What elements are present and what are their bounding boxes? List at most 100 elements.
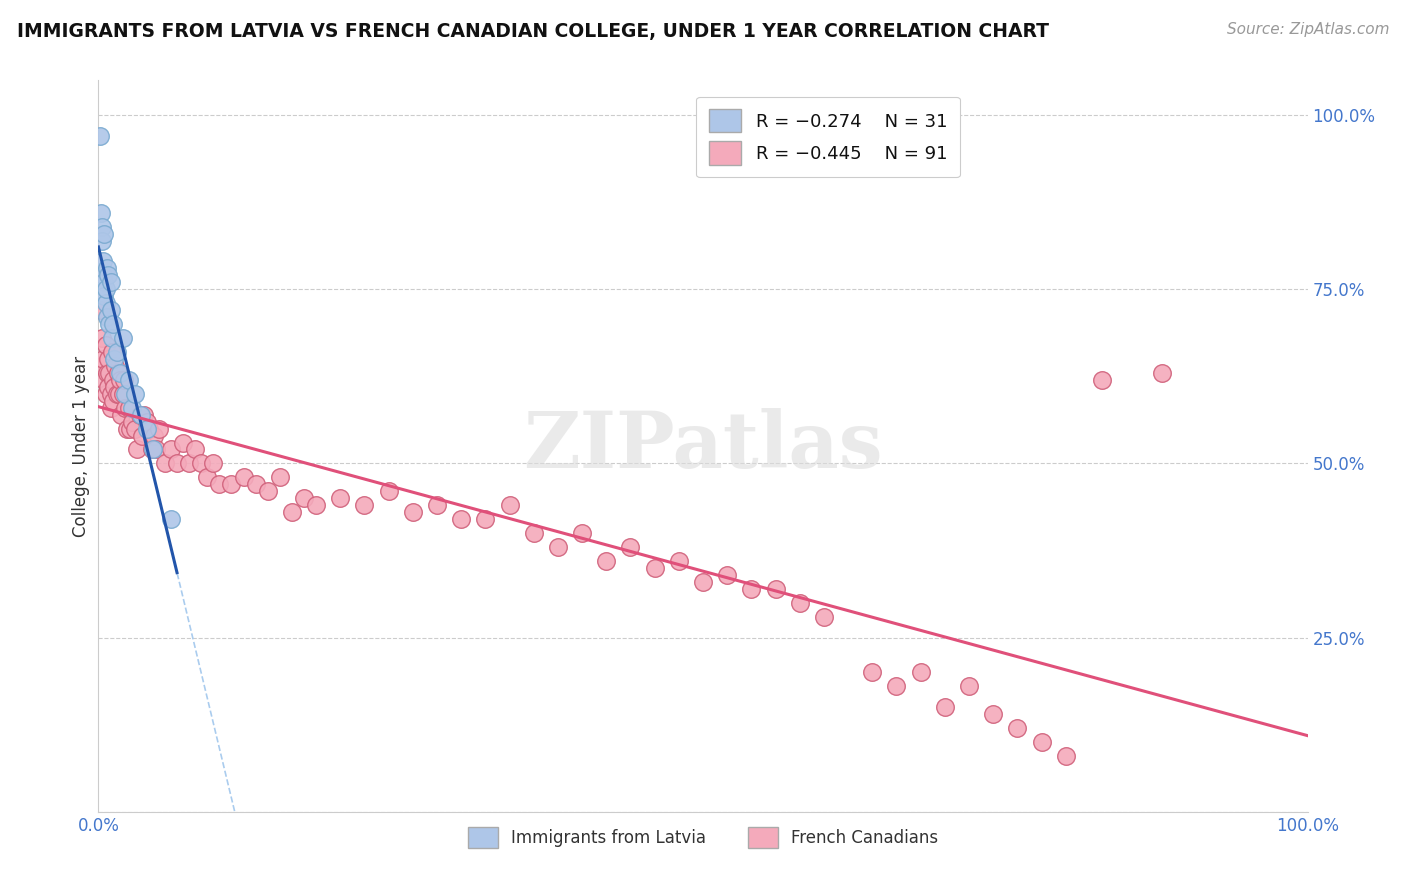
Point — [97, 380, 120, 394]
Point — [329, 491, 352, 506]
Point — [981, 707, 1004, 722]
Text: ZIPatlas: ZIPatlas — [523, 408, 883, 484]
Point — [221, 477, 243, 491]
Point — [145, 442, 167, 457]
Point — [103, 380, 125, 394]
Point — [135, 415, 157, 429]
Point — [100, 345, 122, 359]
Point — [93, 373, 115, 387]
Point — [105, 386, 128, 401]
Point — [886, 679, 908, 693]
Point — [98, 366, 121, 380]
Point — [523, 526, 546, 541]
Point — [96, 366, 118, 380]
Point — [190, 457, 212, 471]
Point — [1152, 366, 1174, 380]
Point — [118, 373, 141, 387]
Point — [426, 498, 449, 512]
Point — [90, 303, 112, 318]
Point — [202, 457, 225, 471]
Point — [94, 296, 117, 310]
Point — [91, 219, 114, 234]
Point — [1031, 735, 1053, 749]
Point — [124, 386, 146, 401]
Point — [292, 491, 315, 506]
Point — [94, 282, 117, 296]
Point — [97, 351, 120, 366]
Point — [127, 442, 149, 457]
Point — [740, 582, 762, 596]
Point — [91, 254, 114, 268]
Point — [860, 665, 883, 680]
Point — [245, 477, 267, 491]
Point — [1054, 749, 1077, 764]
Point — [957, 679, 980, 693]
Point — [96, 310, 118, 325]
Point — [131, 428, 153, 442]
Point — [692, 574, 714, 589]
Point — [108, 386, 131, 401]
Point — [450, 512, 472, 526]
Point — [103, 351, 125, 366]
Point — [105, 345, 128, 359]
Point — [134, 408, 156, 422]
Point — [101, 373, 124, 387]
Point — [104, 359, 127, 373]
Point — [269, 470, 291, 484]
Point — [89, 128, 111, 143]
Point — [94, 386, 117, 401]
Point — [111, 386, 134, 401]
Point — [160, 442, 183, 457]
Text: IMMIGRANTS FROM LATVIA VS FRENCH CANADIAN COLLEGE, UNDER 1 YEAR CORRELATION CHAR: IMMIGRANTS FROM LATVIA VS FRENCH CANADIA… — [17, 22, 1049, 41]
Point — [135, 421, 157, 435]
Point — [153, 457, 176, 471]
Point — [910, 665, 932, 680]
Point — [184, 442, 207, 457]
Point — [110, 408, 132, 422]
Point — [100, 386, 122, 401]
Point — [402, 505, 425, 519]
Point — [93, 289, 115, 303]
Point — [195, 470, 218, 484]
Point — [208, 477, 231, 491]
Point — [112, 373, 135, 387]
Legend: Immigrants from Latvia, French Canadians: Immigrants from Latvia, French Canadians — [461, 820, 945, 855]
Y-axis label: College, Under 1 year: College, Under 1 year — [72, 355, 90, 537]
Point — [644, 561, 666, 575]
Point — [108, 373, 131, 387]
Point — [91, 351, 114, 366]
Point — [91, 234, 114, 248]
Point — [256, 484, 278, 499]
Point — [97, 268, 120, 283]
Point — [1091, 373, 1114, 387]
Point — [91, 268, 114, 283]
Point — [143, 428, 166, 442]
Point — [121, 415, 143, 429]
Point — [96, 261, 118, 276]
Point — [91, 331, 114, 345]
Point — [100, 401, 122, 415]
Point — [101, 393, 124, 408]
Point — [138, 421, 160, 435]
Point — [474, 512, 496, 526]
Point — [166, 457, 188, 471]
Point — [108, 366, 131, 380]
Point — [547, 540, 569, 554]
Point — [90, 205, 112, 219]
Point — [595, 554, 617, 568]
Point — [305, 498, 328, 512]
Point — [98, 317, 121, 331]
Point — [124, 421, 146, 435]
Point — [111, 331, 134, 345]
Point — [377, 484, 399, 499]
Point — [93, 227, 115, 241]
Point — [813, 609, 835, 624]
Text: Source: ZipAtlas.com: Source: ZipAtlas.com — [1226, 22, 1389, 37]
Point — [179, 457, 201, 471]
Point — [100, 275, 122, 289]
Point — [281, 505, 304, 519]
Point — [142, 442, 165, 457]
Point — [118, 421, 141, 435]
Point — [107, 366, 129, 380]
Point — [765, 582, 787, 596]
